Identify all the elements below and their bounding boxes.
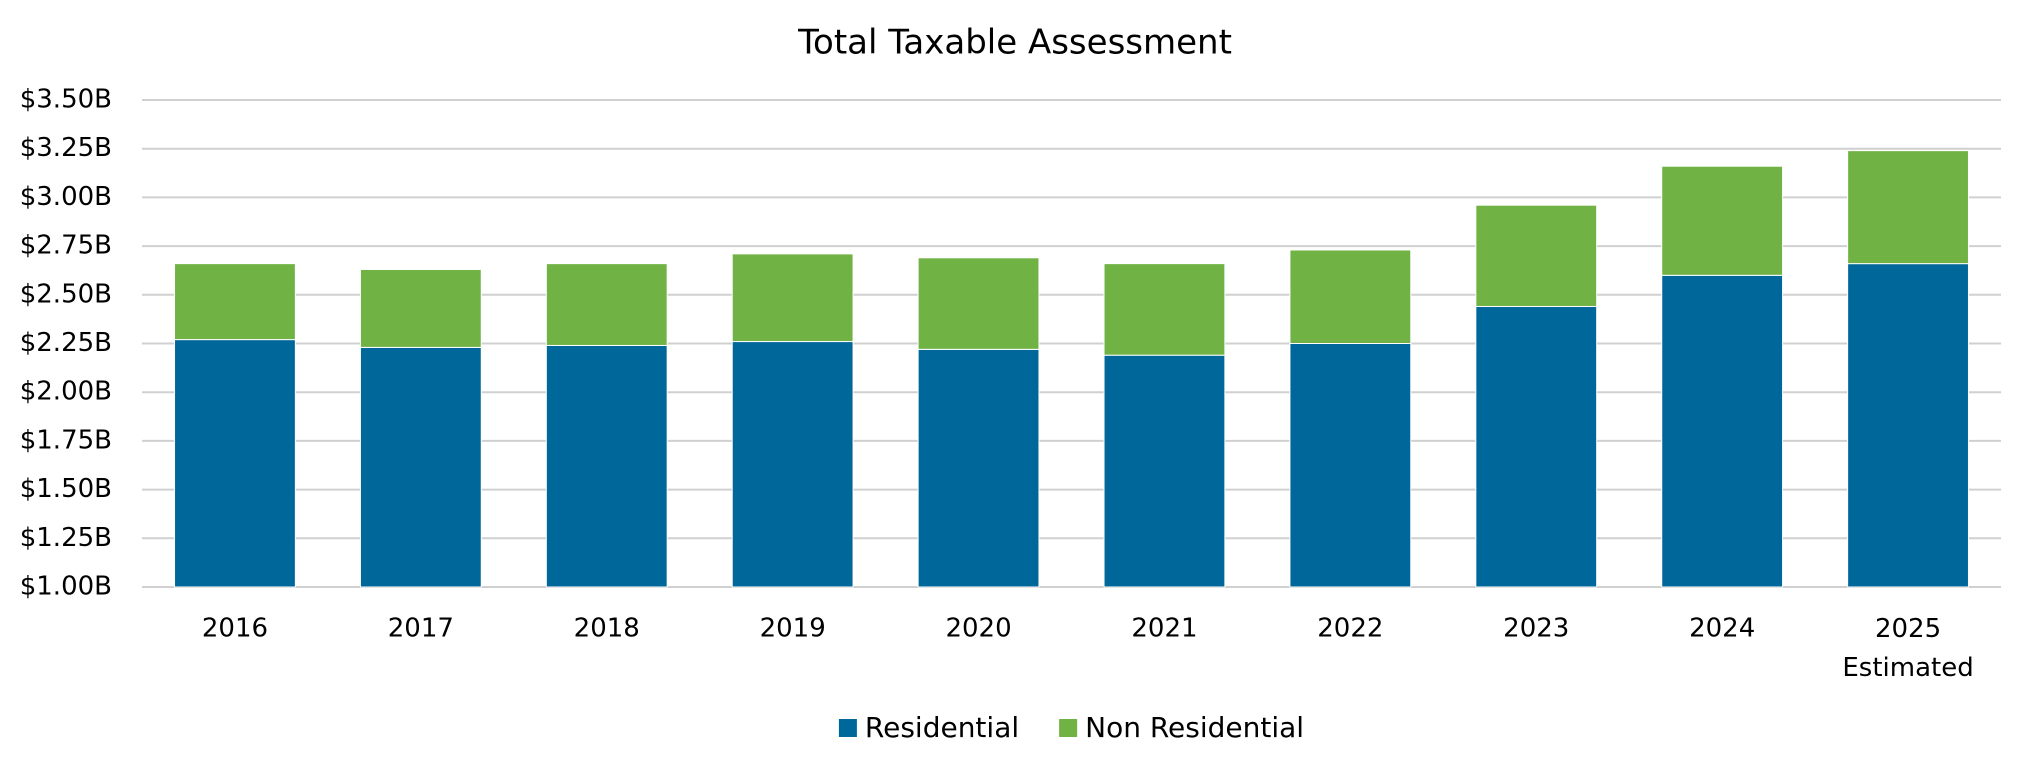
x-tick-label: 2021 bbox=[1131, 614, 1197, 644]
x-tick-label: 2018 bbox=[574, 614, 640, 644]
bar-segment bbox=[174, 263, 296, 341]
bar-segment bbox=[1103, 263, 1226, 356]
y-tick-label: $1.00B bbox=[20, 572, 112, 602]
bar-segment bbox=[545, 263, 668, 346]
x-tick-label: 2025 Estimated bbox=[1842, 614, 1973, 683]
x-tick-label: 2017 bbox=[388, 614, 454, 644]
legend-label: Non Residential bbox=[1085, 711, 1304, 744]
bar-segment bbox=[1847, 263, 1969, 588]
y-tick-label: $2.25B bbox=[20, 328, 112, 358]
bar-segment bbox=[1475, 305, 1598, 588]
y-tick-label: $2.75B bbox=[20, 231, 112, 261]
legend: Residential Non Residential bbox=[838, 711, 1304, 744]
x-tick-label: 2019 bbox=[760, 614, 826, 644]
legend-label: Residential bbox=[865, 711, 1019, 744]
bar-segment bbox=[1475, 204, 1598, 307]
bar-segment bbox=[359, 268, 482, 348]
bar-segment bbox=[1661, 274, 1784, 588]
bar-segment bbox=[174, 339, 296, 588]
y-tick-label: $3.00B bbox=[20, 182, 112, 212]
chart-title: Total Taxable Assessment bbox=[797, 23, 1232, 63]
bar-segment bbox=[1661, 165, 1784, 276]
bar-segment bbox=[359, 346, 482, 588]
x-tick-label: 2022 bbox=[1317, 614, 1383, 644]
y-tick-label: $1.50B bbox=[20, 474, 112, 504]
bar-segment bbox=[1847, 150, 1969, 265]
bar-segment bbox=[731, 253, 854, 343]
bar-segment bbox=[917, 348, 1040, 588]
bar-segment bbox=[545, 344, 668, 588]
x-tick-label: 2016 bbox=[202, 614, 268, 644]
legend-swatch bbox=[1059, 719, 1078, 737]
y-tick-label: $3.50B bbox=[20, 85, 112, 115]
y-tick-label: $3.25B bbox=[20, 133, 112, 163]
bar-segment bbox=[1289, 249, 1412, 344]
x-tick-label: 2023 bbox=[1503, 614, 1569, 644]
x-tick-label: 2024 bbox=[1689, 614, 1755, 644]
bar-segment bbox=[917, 257, 1040, 350]
y-tick-label: $2.50B bbox=[20, 279, 112, 309]
bar-segment bbox=[1103, 354, 1226, 588]
y-tick-label: $1.75B bbox=[20, 425, 112, 455]
y-tick-label: $1.25B bbox=[20, 523, 112, 553]
y-tick-label: $2.00B bbox=[20, 377, 112, 407]
x-tick-label: 2020 bbox=[945, 614, 1011, 644]
bar-segment bbox=[1289, 343, 1412, 588]
legend-swatch bbox=[838, 719, 857, 737]
bar-segment bbox=[731, 341, 854, 588]
